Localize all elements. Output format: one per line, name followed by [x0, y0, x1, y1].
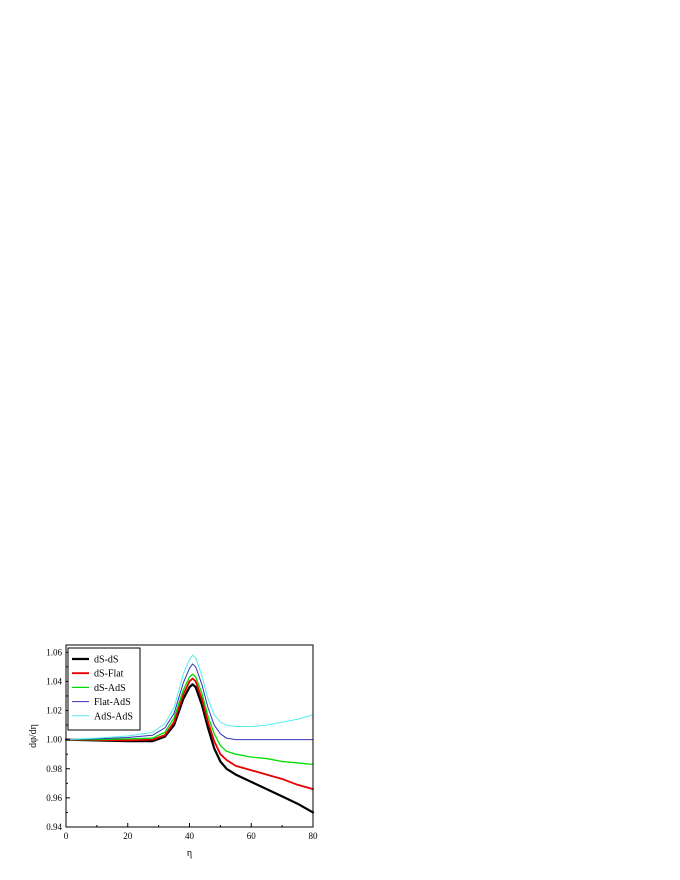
series-line-ads-ads — [65, 654, 314, 741]
series-line-ds-flat — [65, 677, 314, 791]
legend-label-ds-ds: dS-dS — [94, 655, 118, 666]
x-tick-label: 0 — [64, 831, 69, 841]
x-tick-label: 60 — [247, 831, 257, 841]
y-tick-label: 1.06 — [46, 647, 62, 657]
legend-label-ds-flat: dS-Flat — [94, 669, 124, 680]
y-tick-label: 1.04 — [46, 676, 62, 686]
series-lines — [64, 654, 315, 814]
x-tick-label: 20 — [123, 831, 133, 841]
series-line-ds-ds — [64, 683, 315, 814]
x-tick-label: 40 — [185, 831, 195, 841]
legend: dS-dS dS-Flat dS-AdS Flat-AdS AdS-AdS — [67, 647, 141, 731]
y-tick-label: 0.94 — [46, 822, 62, 832]
series-line-ds-ads — [65, 673, 314, 766]
y-tick-label: 0.98 — [46, 764, 62, 774]
legend-box — [67, 647, 141, 731]
y-tick-label: 1.02 — [46, 706, 62, 716]
y-tick-label: 0.96 — [46, 793, 62, 803]
legend-label-flat-ads: Flat-AdS — [94, 697, 131, 708]
legend-label-ds-ads: dS-AdS — [94, 683, 126, 694]
x-axis-title: η — [187, 848, 192, 859]
series-line-flat-ads — [65, 663, 314, 741]
x-tick-label: 80 — [309, 831, 319, 841]
legend-label-ads-ads: AdS-AdS — [94, 711, 133, 722]
y-tick-label: 1.00 — [46, 735, 62, 745]
x-axis-ticks: 0 20 40 60 80 — [64, 823, 318, 841]
y-axis-title: dφ/dη — [28, 724, 39, 748]
